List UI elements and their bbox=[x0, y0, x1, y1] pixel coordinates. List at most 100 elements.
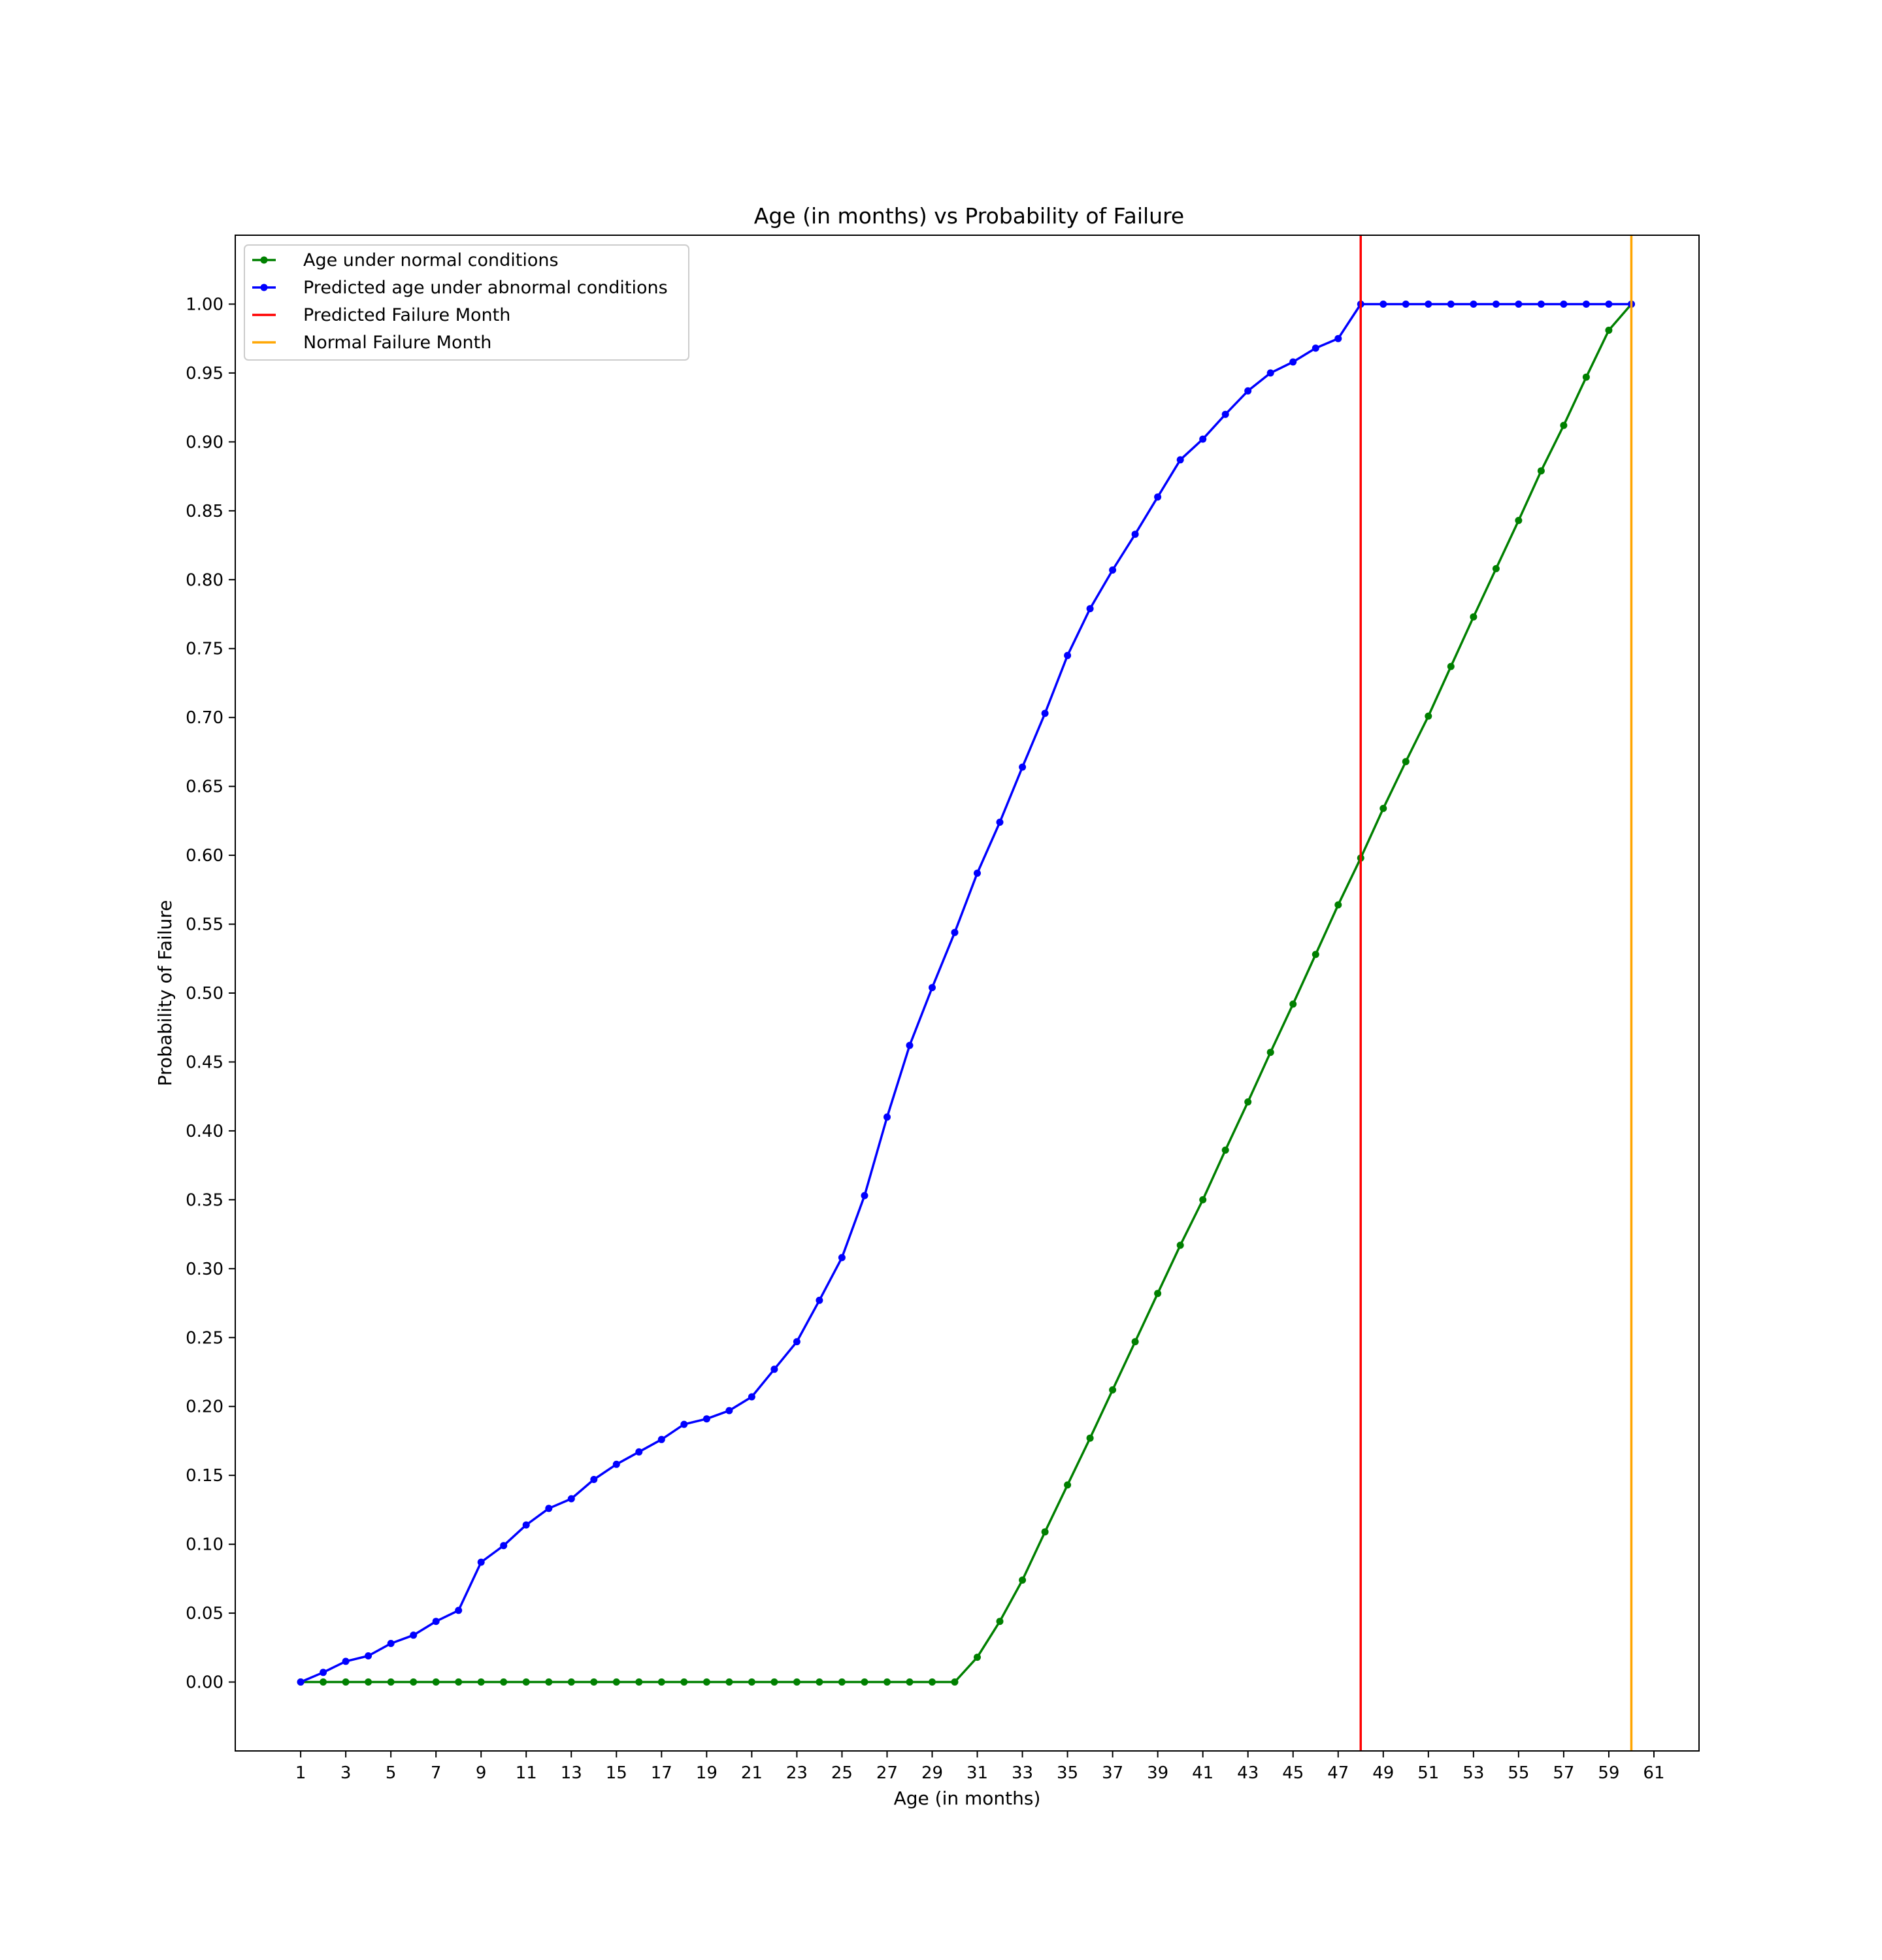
data-point bbox=[1064, 651, 1072, 659]
data-point bbox=[590, 1678, 598, 1686]
data-point bbox=[612, 1460, 620, 1468]
x-tick-label: 61 bbox=[1643, 1763, 1664, 1783]
data-point bbox=[1221, 1146, 1229, 1154]
data-point bbox=[657, 1678, 665, 1686]
x-tick-label: 57 bbox=[1553, 1763, 1574, 1783]
x-tick-label: 1 bbox=[295, 1763, 306, 1783]
legend: Age under normal conditions Predicted age… bbox=[244, 244, 689, 361]
data-point bbox=[996, 1618, 1004, 1625]
data-point bbox=[680, 1678, 688, 1686]
data-point bbox=[816, 1296, 823, 1304]
data-point bbox=[702, 1415, 710, 1423]
data-point bbox=[725, 1678, 733, 1686]
data-point bbox=[1221, 410, 1229, 418]
data-point bbox=[477, 1678, 485, 1686]
series-age-under-normal-conditions bbox=[297, 301, 1635, 1686]
legend-entry-age-under-normal-conditions: Age under normal conditions bbox=[252, 250, 559, 270]
data-point bbox=[432, 1618, 440, 1625]
data-point bbox=[1492, 301, 1500, 308]
data-point bbox=[748, 1393, 755, 1401]
data-point bbox=[1447, 301, 1455, 308]
y-tick-label: 0.15 bbox=[186, 1466, 223, 1486]
data-point bbox=[1131, 1338, 1139, 1346]
plot-lines bbox=[297, 235, 1635, 1751]
x-tick-label: 59 bbox=[1598, 1763, 1619, 1783]
data-point bbox=[365, 1652, 372, 1659]
data-point bbox=[816, 1678, 823, 1686]
data-point bbox=[1131, 531, 1139, 538]
data-point bbox=[974, 870, 981, 877]
data-point bbox=[432, 1678, 440, 1686]
data-point bbox=[838, 1678, 846, 1686]
y-tick-label: 0.20 bbox=[186, 1397, 223, 1417]
data-point bbox=[1244, 387, 1252, 395]
data-point bbox=[1289, 1000, 1297, 1008]
y-tick-label: 0.80 bbox=[186, 570, 223, 590]
y-tick-label: 0.35 bbox=[186, 1190, 223, 1210]
x-tick-label: 19 bbox=[696, 1763, 718, 1783]
data-point bbox=[725, 1407, 733, 1414]
data-point bbox=[387, 1678, 395, 1686]
data-point bbox=[455, 1678, 463, 1686]
y-tick-label: 0.25 bbox=[186, 1328, 223, 1348]
data-point bbox=[1312, 344, 1319, 352]
data-point bbox=[522, 1678, 530, 1686]
data-point bbox=[387, 1640, 395, 1647]
data-point bbox=[1266, 369, 1274, 377]
data-point bbox=[770, 1678, 778, 1686]
data-point bbox=[1425, 301, 1432, 308]
data-point bbox=[1560, 421, 1568, 429]
y-tick-label: 0.70 bbox=[186, 708, 223, 728]
y-axis-ticks: 0.00 0.05 0.10 0.15 0.20 0.25 0.30 0.35 0.40 0.45… bbox=[186, 295, 235, 1693]
x-tick-label: 23 bbox=[786, 1763, 808, 1783]
y-tick-label: 0.45 bbox=[186, 1053, 223, 1072]
data-point bbox=[1199, 1196, 1207, 1203]
data-point bbox=[883, 1678, 891, 1686]
x-tick-label: 51 bbox=[1417, 1763, 1439, 1783]
data-point bbox=[1402, 301, 1410, 308]
data-point bbox=[929, 1678, 936, 1686]
data-point bbox=[974, 1654, 981, 1661]
y-tick-label: 0.30 bbox=[186, 1260, 223, 1279]
data-point bbox=[1582, 373, 1590, 381]
data-point bbox=[500, 1542, 508, 1550]
data-point bbox=[320, 1678, 327, 1686]
x-tick-label: 37 bbox=[1102, 1763, 1123, 1783]
legend-label: Predicted age under abnormal conditions bbox=[303, 278, 668, 298]
x-tick-label: 45 bbox=[1282, 1763, 1304, 1783]
x-tick-label: 41 bbox=[1192, 1763, 1213, 1783]
x-tick-label: 39 bbox=[1147, 1763, 1168, 1783]
x-tick-label: 5 bbox=[386, 1763, 397, 1783]
data-point bbox=[410, 1631, 418, 1639]
x-tick-label: 27 bbox=[876, 1763, 898, 1783]
series-line-1 bbox=[300, 302, 1632, 1684]
x-tick-label: 9 bbox=[476, 1763, 487, 1783]
data-point bbox=[1244, 1098, 1252, 1106]
y-tick-label: 0.05 bbox=[186, 1604, 223, 1624]
data-point bbox=[1109, 566, 1117, 574]
data-point bbox=[635, 1678, 643, 1686]
data-point bbox=[1289, 358, 1297, 366]
data-point bbox=[567, 1495, 575, 1503]
x-tick-label: 49 bbox=[1372, 1763, 1394, 1783]
x-axis-ticks: 1 3 5 7 9 11 13 15 17 19 21 23 25 27 29 31 33 35 37 39 41 43 4… bbox=[295, 1751, 1665, 1783]
x-tick-label: 33 bbox=[1012, 1763, 1033, 1783]
data-point bbox=[545, 1678, 553, 1686]
x-tick-label: 7 bbox=[431, 1763, 442, 1783]
data-point bbox=[1425, 712, 1432, 720]
data-point bbox=[861, 1678, 868, 1686]
data-point bbox=[590, 1476, 598, 1483]
x-tick-label: 55 bbox=[1508, 1763, 1529, 1783]
data-point bbox=[567, 1678, 575, 1686]
legend-label: Normal Failure Month bbox=[303, 333, 491, 353]
chart-title: Age (in months) vs Probability of Failur… bbox=[754, 203, 1184, 229]
x-tick-label: 21 bbox=[741, 1763, 763, 1783]
plot-frame bbox=[235, 235, 1700, 1752]
data-point bbox=[1041, 710, 1049, 717]
legend-label: Age under normal conditions bbox=[303, 250, 559, 270]
legend-entry-predicted-failure-month: Predicted Failure Month bbox=[252, 305, 510, 325]
y-tick-label: 0.90 bbox=[186, 433, 223, 452]
y-tick-label: 0.75 bbox=[186, 640, 223, 659]
data-point bbox=[1470, 301, 1478, 308]
y-tick-label: 0.55 bbox=[186, 915, 223, 935]
